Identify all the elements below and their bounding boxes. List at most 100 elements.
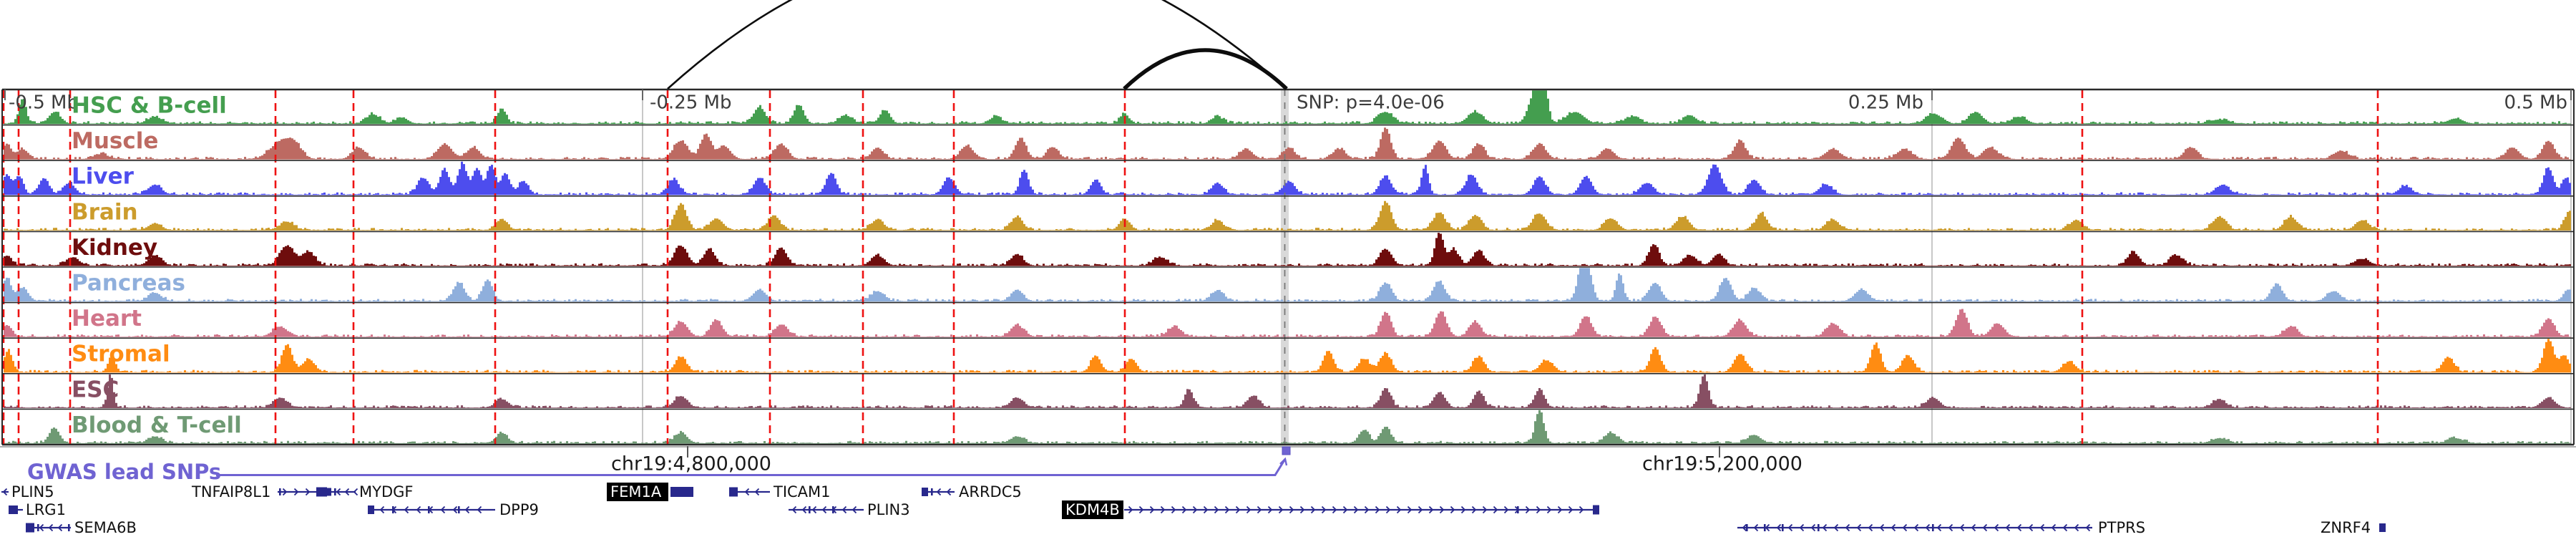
gene-SEMA6B: SEMA6B xyxy=(26,519,137,536)
gene-strand-arrow xyxy=(1482,505,1488,514)
gene-exon-tick xyxy=(1818,524,1820,531)
gene-DPP9: DPP9 xyxy=(368,501,539,518)
gene-exon-tick xyxy=(1517,506,1519,513)
gene-strand-arrow xyxy=(821,505,827,514)
gene-label: ZNRF4 xyxy=(2321,519,2371,536)
gene-strand-arrow xyxy=(1902,523,1908,532)
gwas-pointer-arrowhead xyxy=(1279,457,1288,466)
gene-strand-arrow xyxy=(1224,505,1230,514)
gene-label: PLIN5 xyxy=(11,483,54,500)
gene-strand-arrow xyxy=(811,505,817,514)
gene-exon-tick xyxy=(832,506,834,513)
gene-exon-tick xyxy=(37,524,39,531)
scale-label: 0.5 Mb xyxy=(2504,92,2567,114)
gene-strand-arrow xyxy=(305,488,311,496)
gene-strand-arrow xyxy=(2016,523,2022,532)
gene-TICAM1: TICAM1 xyxy=(729,483,831,500)
gene-strand-arrow xyxy=(1856,523,1862,532)
gene-KDM4B: KDM4B xyxy=(1062,500,1599,519)
gene-label: TNFAIP8L1 xyxy=(191,483,270,500)
gene-exon-tick xyxy=(392,506,394,513)
gene-strand-arrow xyxy=(1536,505,1541,514)
gene-strand-arrow xyxy=(1385,505,1391,514)
gene-strand-arrow xyxy=(1776,523,1782,532)
gene-strand-arrow xyxy=(1890,523,1896,532)
gene-strand-arrow xyxy=(1579,505,1584,514)
gene-strand-arrow xyxy=(1982,523,1988,532)
gene-strand-arrow xyxy=(477,505,482,514)
gene-strand-arrow xyxy=(1332,505,1337,514)
gene-highlight-box[interactable] xyxy=(607,483,668,501)
interaction-arc xyxy=(1123,48,1288,90)
gene-strand-arrow xyxy=(404,505,409,514)
gene-strand-arrow xyxy=(1396,505,1402,514)
gene-strand-arrow xyxy=(841,505,847,514)
track-signal-muscle xyxy=(4,127,2571,160)
gwas-snp-marker[interactable] xyxy=(1282,446,1291,455)
track-signal-liver xyxy=(4,161,2571,195)
gene-ARRDC5: ARRDC5 xyxy=(922,483,1022,500)
gene-label-highlighted: FEM1A xyxy=(610,483,662,500)
gene-strand-arrow xyxy=(1353,505,1359,514)
gene-strand-arrow xyxy=(1203,505,1209,514)
gene-exon-tick xyxy=(1782,524,1784,531)
gene-strand-arrow xyxy=(1753,523,1759,532)
gene-strand-arrow xyxy=(1289,505,1294,514)
gene-strand-arrow xyxy=(1418,505,1423,514)
gene-strand-arrow xyxy=(1192,505,1198,514)
gene-strand-arrow xyxy=(791,505,797,514)
gene-strand-arrow xyxy=(1742,523,1747,532)
scale-label: -0.5 Mb xyxy=(9,92,79,114)
gene-strand-arrow xyxy=(336,488,341,496)
gene-strand-arrow xyxy=(1822,523,1828,532)
gene-strand-arrow xyxy=(1810,523,1816,532)
gene-strand-arrow xyxy=(440,505,446,514)
gene-strand-arrow xyxy=(1493,505,1498,514)
gene-strand-arrow xyxy=(1525,505,1531,514)
gene-strand-arrow xyxy=(1235,505,1241,514)
gene-strand-arrow xyxy=(379,505,385,514)
gene-label: ARRDC5 xyxy=(959,483,1022,500)
gene-strand-arrow xyxy=(353,488,358,496)
gene-exon-tick xyxy=(334,488,336,495)
gene-TNFAIP8L1: TNFAIP8L1 xyxy=(191,483,327,500)
gene-label: PLIN3 xyxy=(867,501,910,518)
gene-PLIN3: PLIN3 xyxy=(789,501,910,518)
gene-strand-arrow xyxy=(452,505,458,514)
gene-strand-arrow xyxy=(2028,523,2034,532)
gene-strand-arrow xyxy=(1364,505,1370,514)
gene-strand-arrow xyxy=(1375,505,1380,514)
gene-strand-arrow xyxy=(1450,505,1455,514)
track-label-blood-t-cell: Blood & T-cell xyxy=(72,412,242,438)
gene-highlight-box[interactable] xyxy=(1062,500,1123,519)
gene-exon-tick xyxy=(809,506,811,513)
gene-strand-arrow xyxy=(2051,523,2057,532)
track-label-hsc-b-cell: HSC & B-cell xyxy=(72,93,227,119)
gene-strand-arrow xyxy=(1278,505,1284,514)
track-label-heart: Heart xyxy=(72,306,142,332)
gwas-lead-snps-label: GWAS lead SNPs xyxy=(27,460,221,484)
gene-exon xyxy=(922,488,928,496)
gene-strand-arrow xyxy=(1971,523,1976,532)
gene-strand-arrow xyxy=(2074,523,2079,532)
gene-strand-arrow xyxy=(1321,505,1327,514)
gene-strand-arrow xyxy=(1948,523,1953,532)
gene-strand-arrow xyxy=(936,488,942,496)
gene-exon-tick xyxy=(1746,524,1748,531)
gene-strand-arrow xyxy=(1160,505,1166,514)
gene-label-highlighted: KDM4B xyxy=(1065,501,1120,518)
gene-PTPRS: PTPRS xyxy=(1737,519,2145,536)
gene-strand-arrow xyxy=(1959,523,1965,532)
gene-exon xyxy=(26,523,34,533)
gene-strand-arrow xyxy=(1471,505,1477,514)
track-label-kidney: Kidney xyxy=(72,235,157,261)
gene-label: SEMA6B xyxy=(74,519,137,536)
gene-strand-arrow xyxy=(1138,505,1144,514)
gene-strand-arrow xyxy=(1149,505,1155,514)
gene-strand-arrow xyxy=(1765,523,1770,532)
gene-exon xyxy=(729,487,738,497)
track-label-pancreas: Pancreas xyxy=(72,271,185,296)
track-label-muscle: Muscle xyxy=(72,128,158,154)
